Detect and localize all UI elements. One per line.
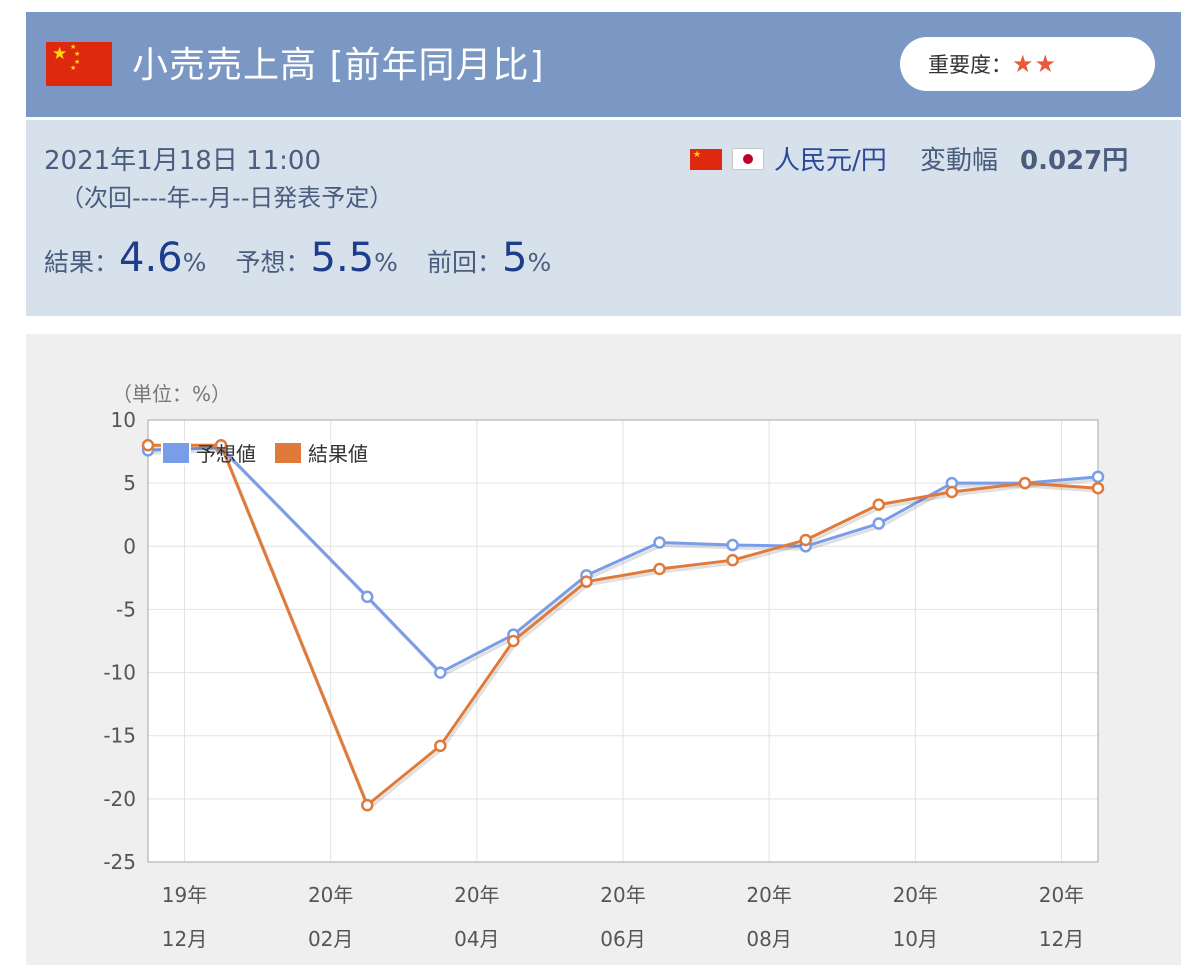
forecast-value: 5.5 bbox=[310, 235, 375, 281]
range-value: 0.027円 bbox=[1020, 146, 1129, 176]
x-tick-month-label: 04月 bbox=[454, 927, 499, 951]
y-tick-label: -10 bbox=[103, 661, 136, 685]
chart-axes: 10 5 0 -5 -10 -15 -20 -25 19年 12月 20年 02月 20年 04月 20年 0… bbox=[103, 408, 1099, 951]
x-tick-year-label: 20年 bbox=[600, 883, 645, 907]
x-tick-month-label: 12月 bbox=[1039, 927, 1084, 951]
y-tick-label: -15 bbox=[103, 724, 136, 748]
next-release: （次回----年--月--日発表予定） bbox=[60, 184, 394, 212]
currency-pair-name[interactable]: 人民元/円 bbox=[774, 146, 887, 176]
actual-value: 4.6 bbox=[119, 235, 183, 281]
data-point bbox=[507, 634, 520, 648]
data-point bbox=[434, 739, 447, 753]
data-point bbox=[872, 517, 886, 530]
chart-series bbox=[141, 439, 1105, 812]
indicator-title: 小売売上高 [前年同月比] bbox=[132, 45, 545, 86]
importance-badge: 重要度：★★ bbox=[900, 37, 1155, 91]
data-point bbox=[360, 590, 374, 604]
forecast-unit: % bbox=[374, 248, 398, 277]
y-tick-label: -5 bbox=[116, 597, 136, 621]
x-tick-year-label: 20年 bbox=[1039, 883, 1084, 907]
y-tick-label: 10 bbox=[111, 408, 136, 432]
x-tick-year-label: 20年 bbox=[454, 883, 499, 907]
previous-label: 前回： bbox=[427, 248, 503, 277]
x-tick-year-label: 20年 bbox=[308, 883, 353, 907]
y-tick-label: 0 bbox=[123, 534, 136, 558]
x-tick-month-label: 12月 bbox=[162, 927, 207, 951]
data-point bbox=[726, 538, 739, 552]
line-chart: （単位：%） 10 5 0 -5 -10 -15 -20 -25 19年 12月 20年 02月 20年… bbox=[103, 382, 1105, 951]
x-tick-month-label: 06月 bbox=[600, 927, 645, 951]
data-point bbox=[580, 575, 593, 588]
data-point bbox=[799, 533, 812, 547]
legend-label: 結果値 bbox=[308, 442, 368, 466]
data-point bbox=[141, 439, 155, 452]
data-point bbox=[945, 485, 959, 499]
chart-container: （単位：%） 10 5 0 -5 -10 -15 -20 -25 19年 12月 20年 02月 20年… bbox=[26, 334, 1181, 965]
x-tick-year-label: 19年 bbox=[162, 883, 207, 907]
y-tick-label: -25 bbox=[103, 850, 136, 874]
legend-label: 予想値 bbox=[196, 442, 256, 466]
forecast-label: 予想： bbox=[235, 248, 311, 277]
japan-flag-icon bbox=[732, 148, 764, 170]
importance-stars: ★★ bbox=[1012, 50, 1058, 78]
x-tick-month-label: 02月 bbox=[308, 927, 353, 951]
indicator-header: ★ ★ ★ ★ ★ 小売売上高 [前年同月比] 重要度：★★ bbox=[26, 12, 1181, 117]
legend-swatch bbox=[161, 441, 191, 465]
data-point bbox=[872, 498, 886, 511]
data-point bbox=[653, 536, 666, 549]
unit-label: （単位：%） bbox=[112, 382, 231, 406]
data-point bbox=[214, 439, 228, 452]
data-point bbox=[1018, 476, 1032, 490]
china-flag-icon: ★ ★ ★ ★ ★ bbox=[46, 42, 112, 86]
y-tick-label: 5 bbox=[123, 471, 136, 495]
previous-value: 5 bbox=[502, 235, 528, 281]
actual-label: 結果： bbox=[44, 248, 120, 277]
actual-unit: % bbox=[182, 248, 207, 277]
data-point bbox=[653, 562, 666, 576]
release-info-panel: 2021年1月18日 11:00 （次回----年--月--日発表予定） ★ 人… bbox=[26, 120, 1181, 316]
chart-legend: 予想値 結果値 bbox=[161, 441, 368, 466]
data-point bbox=[360, 798, 374, 812]
data-point bbox=[1091, 470, 1105, 484]
release-datetime: 2021年1月18日 11:00 bbox=[44, 146, 321, 176]
results-row: 結果：4.6% 予想：5.5% 前回：5% bbox=[44, 235, 575, 281]
range-label: 変動幅 bbox=[920, 146, 999, 176]
plot-border bbox=[147, 419, 1099, 863]
data-point bbox=[726, 553, 739, 567]
x-tick-year-label: 20年 bbox=[746, 883, 791, 907]
x-tick-month-label: 10月 bbox=[893, 927, 938, 951]
data-point bbox=[1091, 481, 1105, 495]
data-point bbox=[434, 666, 447, 679]
x-tick-year-label: 20年 bbox=[893, 883, 938, 907]
x-tick-month-label: 08月 bbox=[746, 927, 791, 951]
legend-swatch bbox=[273, 441, 303, 465]
importance-label: 重要度： bbox=[928, 53, 1012, 77]
y-tick-label: -20 bbox=[103, 787, 136, 811]
china-flag-small-icon: ★ bbox=[690, 149, 722, 170]
previous-unit: % bbox=[527, 248, 552, 277]
